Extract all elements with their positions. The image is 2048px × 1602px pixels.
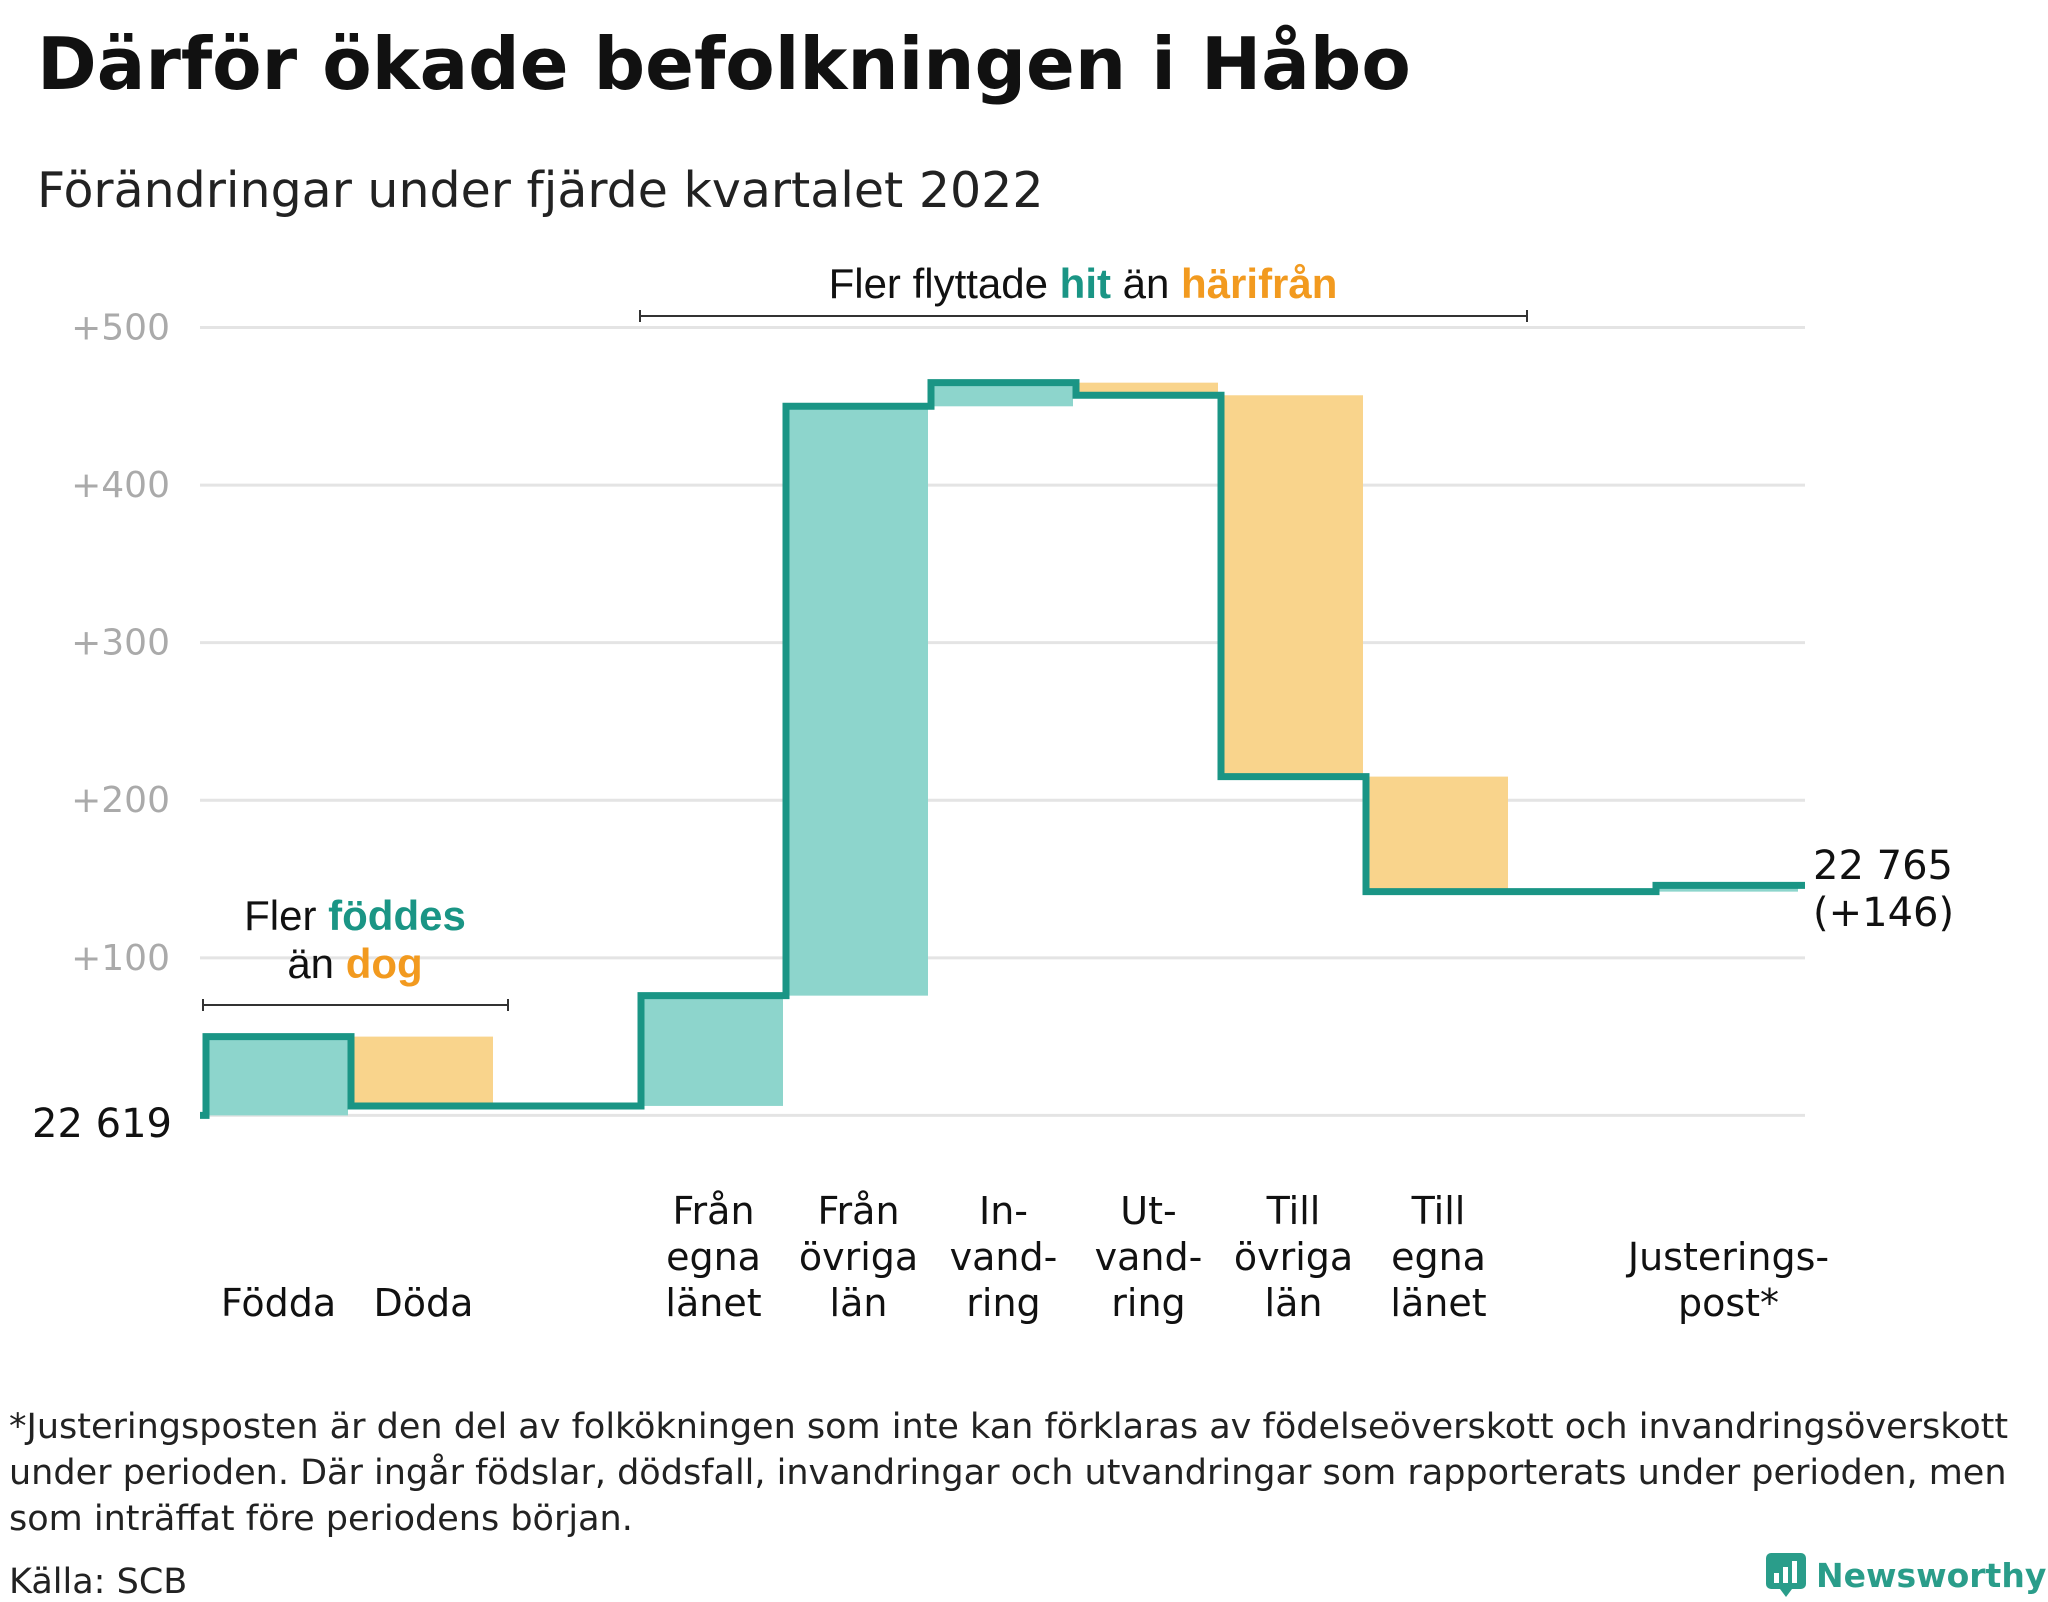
category-label: Till <box>1266 1189 1321 1233</box>
category-label: In- <box>979 1189 1028 1233</box>
cumulative-step-line <box>200 379 1805 1119</box>
y-tick-label: +300 <box>71 623 170 664</box>
category-label: ring <box>966 1281 1040 1325</box>
newsworthy-logo-icon <box>1766 1553 1806 1597</box>
brand-logo[interactable]: Newsworthy <box>1766 1553 2046 1597</box>
category-label: Födda <box>221 1281 336 1325</box>
chart-title: Därför ökade befolkningen i Håbo <box>37 22 1411 106</box>
y-tick-label: +100 <box>71 938 170 979</box>
category-label: Från <box>672 1189 754 1233</box>
chart-subtitle: Förändringar under fjärde kvartalet 2022 <box>37 162 1044 219</box>
category-label: vand- <box>1095 1235 1203 1279</box>
category-label: länet <box>1390 1281 1486 1325</box>
category-label: egna <box>666 1235 761 1279</box>
start-value-label: 22 619 <box>32 1101 172 1147</box>
category-label: Justerings- <box>1626 1235 1829 1279</box>
annotation-migration: Fler flyttade hit än härifrån <box>829 260 1338 307</box>
annotation-part: Fler <box>244 892 328 939</box>
bar-decrease <box>1369 776 1508 892</box>
footnote: *Justeringsposten är den del av folkökni… <box>9 1407 2009 1539</box>
end-value-label: 22 765 <box>1813 843 1953 889</box>
annotation-births: Fler föddes <box>244 892 466 939</box>
annotation-part: än <box>1111 260 1181 307</box>
annotation-part: härifrån <box>1181 260 1337 307</box>
category-label: Till <box>1411 1189 1466 1233</box>
y-tick-label: +200 <box>71 780 170 821</box>
category-label: Från <box>817 1189 899 1233</box>
annotation-part: dog <box>346 940 423 987</box>
annotation-part: än <box>287 940 345 987</box>
bar-increase <box>934 382 1073 407</box>
category-label: Döda <box>374 1281 474 1325</box>
bar-decrease <box>1224 395 1363 777</box>
bar-increase <box>789 406 928 996</box>
brand-name: Newsworthy <box>1816 1555 2047 1595</box>
annotation-part: Fler flyttade <box>829 260 1060 307</box>
bar-increase <box>209 1036 348 1116</box>
category-label: Ut- <box>1120 1189 1176 1233</box>
category-label: egna <box>1391 1235 1486 1279</box>
bar-increase <box>644 995 783 1106</box>
annotation-births-line2: än dog <box>287 940 422 987</box>
category-label: länet <box>665 1281 761 1325</box>
annotation-part: hit <box>1060 260 1111 307</box>
category-label: vand- <box>950 1235 1058 1279</box>
category-label: övriga <box>799 1235 918 1279</box>
end-change-label: (+146) <box>1813 890 1954 936</box>
annotation-part: föddes <box>328 892 466 939</box>
category-label: övriga <box>1234 1235 1353 1279</box>
category-label: post* <box>1678 1281 1779 1325</box>
category-label: län <box>1265 1281 1323 1325</box>
y-tick-label: +400 <box>71 465 170 506</box>
bar-decrease <box>354 1036 493 1106</box>
category-label: ring <box>1111 1281 1185 1325</box>
category-label: län <box>830 1281 888 1325</box>
source-label: Källa: SCB <box>9 1562 188 1602</box>
y-tick-label: +500 <box>71 308 170 349</box>
